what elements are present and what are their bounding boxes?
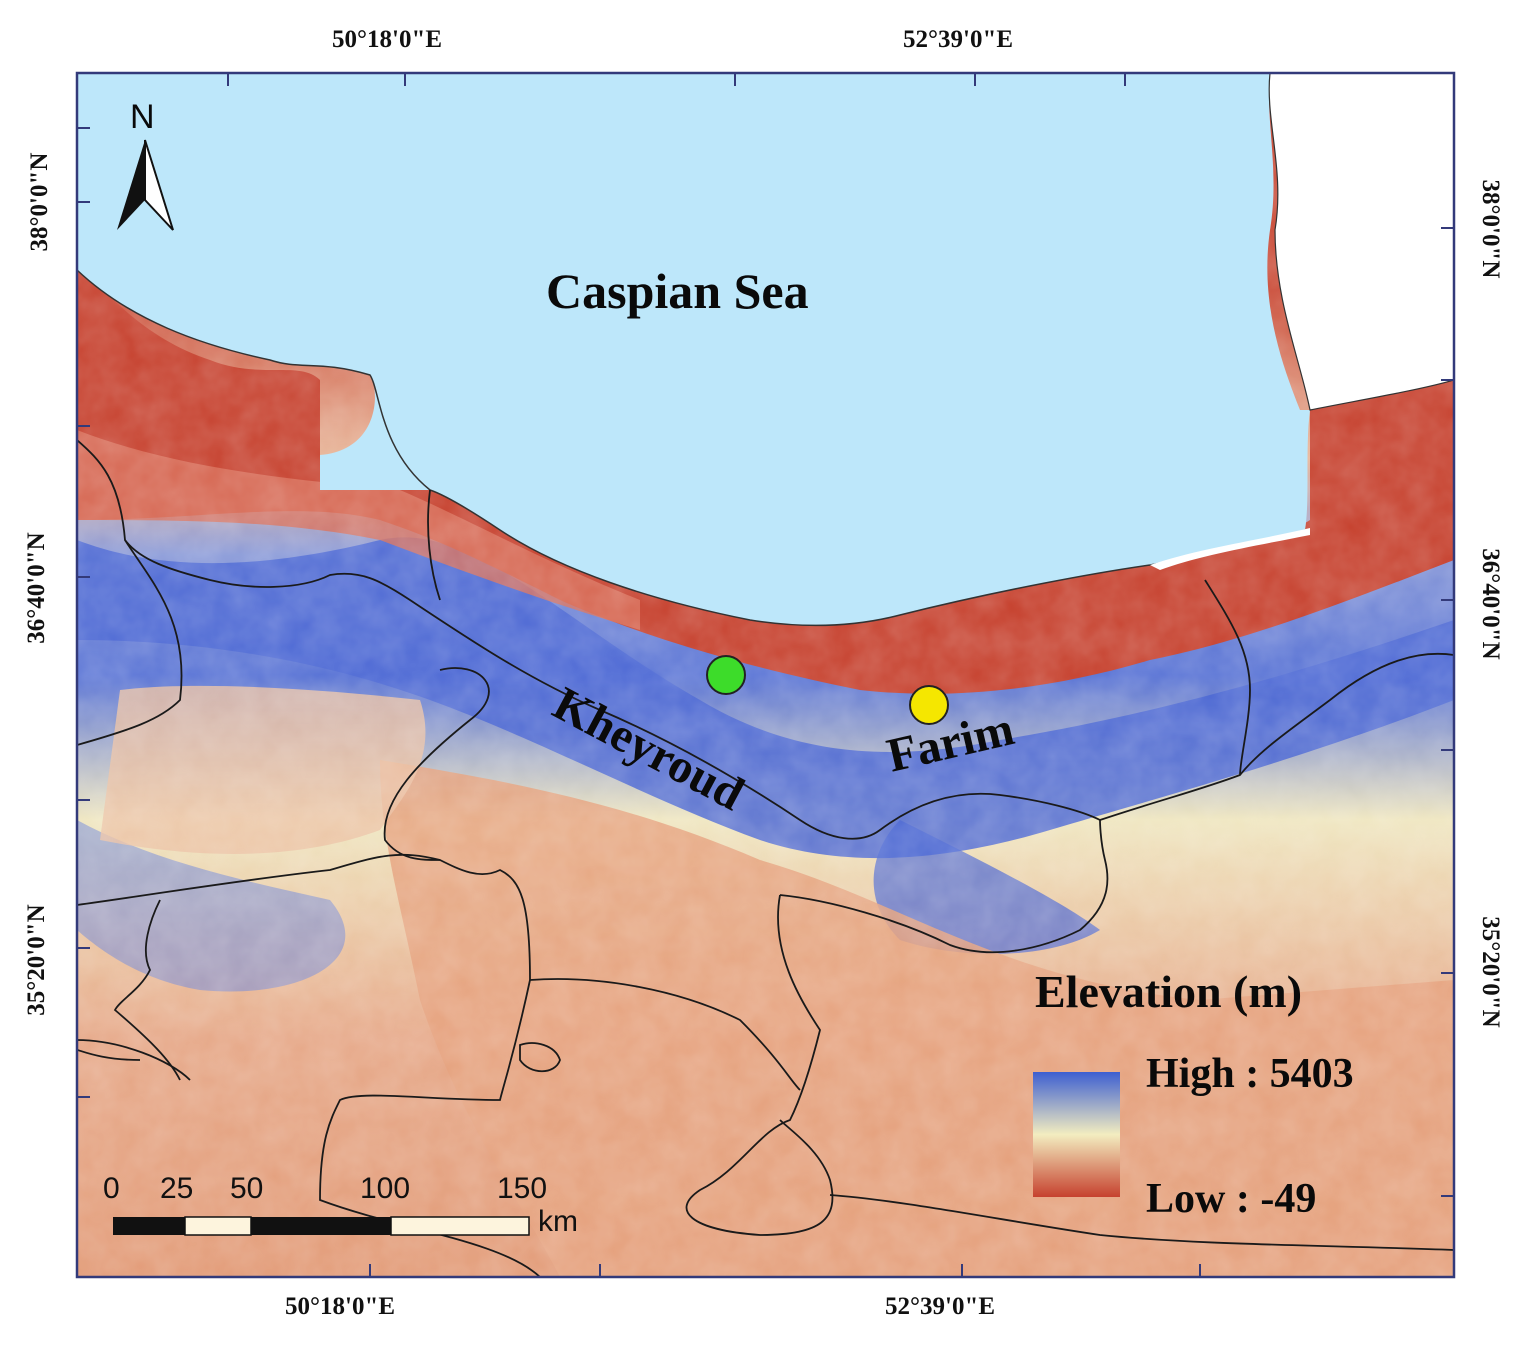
coord-left-bottom: 35°20'0"N [23,904,50,1016]
sea-label: Caspian Sea [546,263,809,319]
scale-bar [113,1216,530,1236]
north-label: N [130,98,155,136]
caspian-sea [77,73,1310,626]
coord-bottom-left: 50°18'0"E [285,1293,395,1320]
scale-tick-0: 0 [103,1172,120,1205]
legend-title: Elevation (m) [1035,966,1303,1017]
kheyroud-marker[interactable] [706,655,746,695]
frame-ticks [77,73,1454,1277]
coord-bottom-right: 52°39'0"E [885,1293,995,1320]
scale-tick-25: 25 [160,1172,194,1205]
map-body [77,73,1454,1277]
coord-top-left: 50°18'0"E [332,26,442,53]
province-boundaries [77,439,1454,1277]
coastline [77,269,1306,627]
scale-unit: km [538,1205,578,1238]
coord-right-top: 38°0'0"N [1477,179,1504,279]
coord-left-mid: 36°40'0"N [23,532,50,644]
north-arrow-icon [117,139,174,231]
outside-region [1268,73,1454,411]
coord-left-top: 38°0'0"N [26,152,53,252]
scale-tick-150: 150 [497,1172,548,1205]
gorgan-bay-spit [1150,528,1310,570]
coord-top-right: 52°39'0"E [903,26,1013,53]
map-frame [75,71,1456,1279]
scale-tick-50: 50 [230,1172,264,1205]
coord-right-bottom: 35°20'0"N [1477,916,1504,1028]
legend-color-ramp [1033,1072,1120,1197]
legend-low-label: Low : -49 [1146,1176,1317,1222]
coord-right-mid: 36°40'0"N [1477,548,1504,660]
scale-tick-100: 100 [360,1172,411,1205]
farim-marker[interactable] [909,685,949,725]
legend-high-label: High : 5403 [1146,1051,1354,1097]
